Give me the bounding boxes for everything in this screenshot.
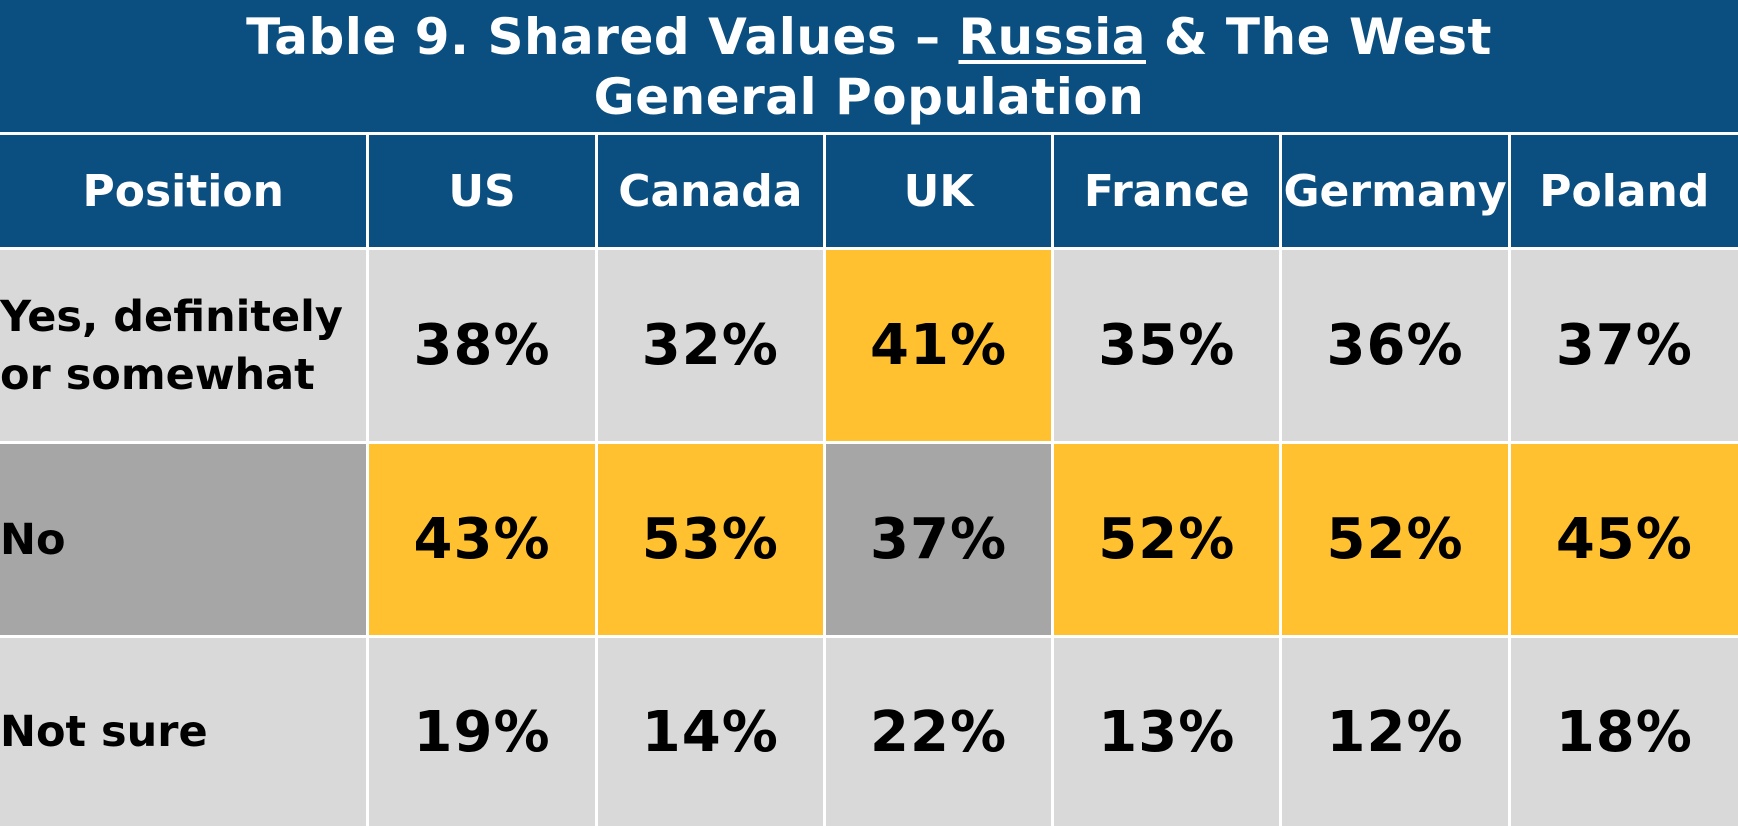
title-prefix: Table 9. Shared Values – (246, 8, 959, 66)
table-cell-canada: 14% (597, 638, 826, 826)
table-cell-france: 52% (1054, 444, 1283, 638)
table-cell-us: 43% (369, 444, 598, 638)
row-label: Yes, definitely or somewhat (0, 250, 370, 444)
table-cell-us: 19% (369, 638, 598, 826)
title-underlined-word: Russia (958, 8, 1146, 66)
table-cell-germany: 36% (1282, 250, 1511, 444)
column-header-poland: Poland (1510, 135, 1738, 250)
table-title: Table 9. Shared Values – Russia & The We… (246, 7, 1492, 67)
table-cell-poland: 18% (1510, 638, 1738, 826)
data-table: Position US Canada UK France Germany Poland Y… (0, 135, 1738, 826)
column-header-us: US (369, 135, 598, 250)
table-cell-france: 13% (1054, 638, 1283, 826)
table-cell-germany: 52% (1282, 444, 1511, 638)
header-row: Position US Canada UK France Germany Poland (0, 135, 1738, 250)
table-row: Not sure 19% 14% 22% 13% 12% 18% (0, 638, 1738, 826)
table-cell-canada: 53% (597, 444, 826, 638)
table-subtitle: General Population (593, 68, 1145, 126)
title-suffix: & The West (1146, 8, 1492, 66)
column-header-canada: Canada (597, 135, 826, 250)
table-cell-france: 35% (1054, 250, 1283, 444)
column-header-uk: UK (825, 135, 1055, 250)
column-header-position: Position (0, 135, 370, 250)
column-header-france: France (1054, 135, 1283, 250)
title-bar: Table 9. Shared Values – Russia & The We… (0, 0, 1738, 132)
table-cell-uk: 37% (825, 444, 1055, 638)
row-label: Not sure (0, 638, 370, 826)
table-body: Yes, definitely or somewhat 38% 32% 41% 35% 3… (0, 250, 1738, 826)
row-label: No (0, 444, 370, 638)
table-cell-poland: 45% (1510, 444, 1738, 638)
table-cell-us: 38% (369, 250, 598, 444)
table-row: Yes, definitely or somewhat 38% 32% 41% 35% 3… (0, 250, 1738, 444)
table-cell-canada: 32% (597, 250, 826, 444)
table-cell-uk: 22% (825, 638, 1055, 826)
table-cell-germany: 12% (1282, 638, 1511, 826)
table-row: No 43% 53% 37% 52% 52% 45% (0, 444, 1738, 638)
table-cell-poland: 37% (1510, 250, 1738, 444)
column-header-germany: Germany (1282, 135, 1511, 250)
table-cell-uk: 41% (825, 250, 1055, 444)
